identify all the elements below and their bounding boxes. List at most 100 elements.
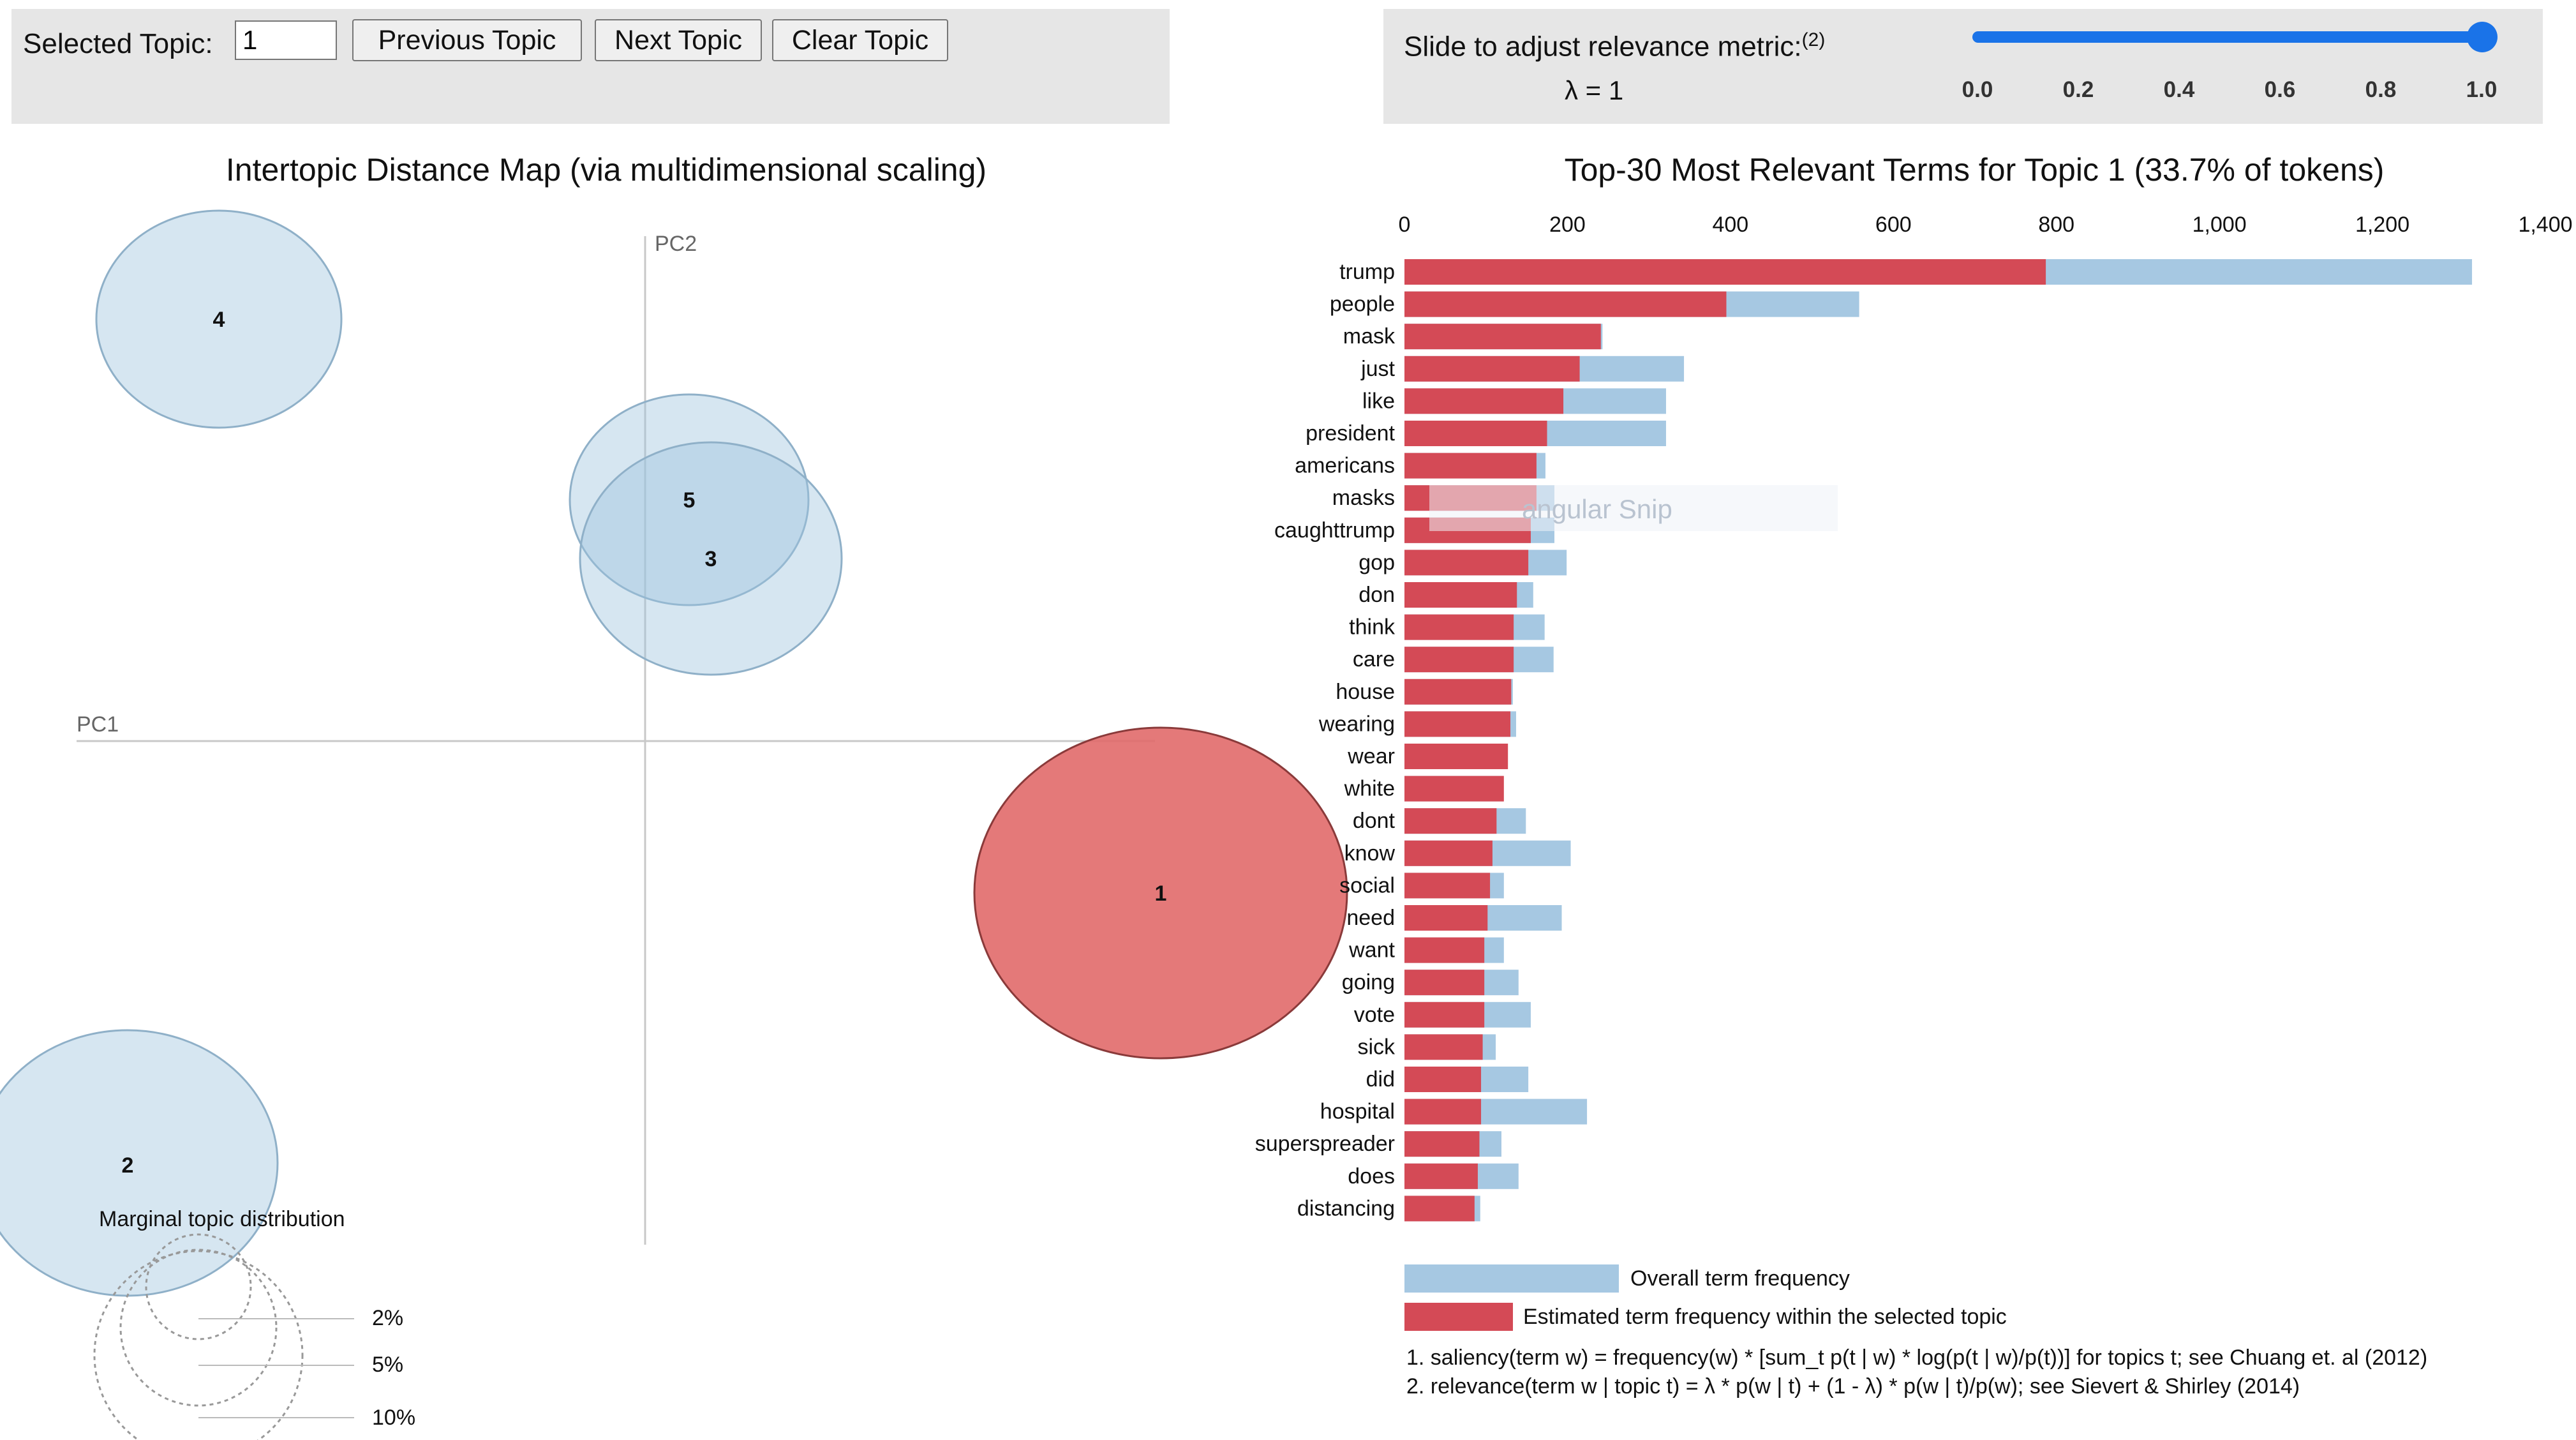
term-label[interactable]: white bbox=[1344, 777, 1395, 801]
term-row[interactable]: hospital bbox=[1320, 1099, 1588, 1125]
term-row[interactable]: trump bbox=[1339, 259, 2473, 285]
term-label[interactable]: going bbox=[1342, 970, 1395, 994]
term-row[interactable]: americans bbox=[1295, 453, 1545, 479]
term-label[interactable]: social bbox=[1339, 873, 1395, 897]
term-label[interactable]: house bbox=[1336, 680, 1395, 704]
term-label[interactable]: caughttrump bbox=[1274, 518, 1395, 543]
term-row[interactable]: need bbox=[1346, 905, 1562, 931]
term-row[interactable]: does bbox=[1348, 1163, 1519, 1189]
term-label[interactable]: masks bbox=[1332, 486, 1395, 510]
slider-tick-label: 0.6 bbox=[2265, 77, 2296, 102]
term-row[interactable]: vote bbox=[1354, 1001, 1531, 1028]
term-label[interactable]: care bbox=[1353, 647, 1395, 671]
topic-frequency-bar[interactable] bbox=[1404, 840, 1493, 866]
term-label[interactable]: distancing bbox=[1297, 1196, 1395, 1220]
term-row[interactable]: think bbox=[1349, 614, 1545, 640]
term-label[interactable]: does bbox=[1348, 1164, 1395, 1189]
term-label[interactable]: dont bbox=[1353, 809, 1396, 833]
term-label[interactable]: think bbox=[1349, 615, 1396, 640]
topic-frequency-bar[interactable] bbox=[1404, 388, 1564, 414]
topic-frequency-bar[interactable] bbox=[1404, 421, 1547, 446]
term-label[interactable]: need bbox=[1346, 906, 1395, 930]
topic-frequency-bar[interactable] bbox=[1404, 970, 1485, 996]
term-label[interactable]: sick bbox=[1357, 1035, 1396, 1059]
topic-frequency-bar[interactable] bbox=[1404, 582, 1517, 608]
topic-frequency-bar[interactable] bbox=[1404, 1099, 1482, 1125]
topic-frequency-bar[interactable] bbox=[1404, 291, 1727, 317]
term-row[interactable]: care bbox=[1353, 647, 1554, 673]
term-label[interactable]: president bbox=[1306, 421, 1395, 446]
topic-frequency-bar[interactable] bbox=[1404, 776, 1504, 802]
term-label[interactable]: did bbox=[1366, 1067, 1395, 1091]
term-row[interactable]: like bbox=[1362, 388, 1666, 414]
topic-frequency-bar[interactable] bbox=[1404, 1196, 1475, 1222]
topic-frequency-bar[interactable] bbox=[1404, 550, 1529, 576]
topic-frequency-bar[interactable] bbox=[1404, 1163, 1478, 1189]
selected-topic-input[interactable] bbox=[235, 20, 337, 60]
term-row[interactable]: want bbox=[1348, 937, 1504, 963]
topic-label-5: 5 bbox=[683, 488, 696, 513]
topic-frequency-bar[interactable] bbox=[1404, 1034, 1483, 1060]
topic-frequency-bar[interactable] bbox=[1404, 711, 1511, 737]
term-label[interactable]: want bbox=[1348, 938, 1395, 963]
term-row[interactable]: wear bbox=[1347, 744, 1508, 769]
topic-circle-3[interactable] bbox=[579, 441, 843, 676]
term-label[interactable]: like bbox=[1362, 389, 1395, 413]
topic-frequency-bar[interactable] bbox=[1404, 937, 1485, 963]
topic-frequency-bar[interactable] bbox=[1404, 453, 1537, 479]
topic-frequency-bar[interactable] bbox=[1404, 744, 1508, 769]
term-row[interactable]: know bbox=[1344, 840, 1571, 866]
previous-topic-button[interactable]: Previous Topic bbox=[352, 19, 582, 61]
topic-frequency-bar[interactable] bbox=[1404, 647, 1514, 673]
term-label[interactable]: just bbox=[1360, 357, 1395, 381]
topic-frequency-bar[interactable] bbox=[1404, 356, 1580, 382]
term-row[interactable]: dont bbox=[1353, 808, 1526, 834]
topic-frequency-bar[interactable] bbox=[1404, 1067, 1482, 1092]
term-label[interactable]: gop bbox=[1359, 550, 1395, 574]
slider-handle[interactable] bbox=[2467, 22, 2498, 52]
term-row[interactable]: did bbox=[1366, 1067, 1529, 1092]
term-label[interactable]: superspreader bbox=[1255, 1132, 1395, 1156]
topic-frequency-bar[interactable] bbox=[1404, 1001, 1485, 1028]
term-label[interactable]: trump bbox=[1339, 260, 1395, 284]
term-label[interactable]: know bbox=[1344, 841, 1396, 866]
term-row[interactable]: wearing bbox=[1318, 711, 1516, 737]
topic-frequency-bar[interactable] bbox=[1404, 614, 1514, 640]
topic-frequency-bar[interactable] bbox=[1404, 873, 1491, 899]
term-row[interactable]: don bbox=[1359, 582, 1533, 608]
term-label[interactable]: mask bbox=[1343, 324, 1396, 349]
relevance-slider[interactable]: 0.0 0.2 0.4 0.6 0.8 1.0 bbox=[1962, 22, 2498, 102]
topic-frequency-bar[interactable] bbox=[1404, 324, 1601, 350]
topic-circle-1[interactable] bbox=[973, 726, 1348, 1060]
topic-frequency-bar[interactable] bbox=[1404, 808, 1497, 834]
topic-frequency-bar[interactable] bbox=[1404, 905, 1488, 931]
term-label[interactable]: don bbox=[1359, 583, 1395, 607]
marginal-circle-5pct bbox=[119, 1249, 278, 1407]
topic-frequency-bar[interactable] bbox=[1404, 1131, 1480, 1157]
term-row[interactable]: gop bbox=[1359, 550, 1567, 576]
term-label[interactable]: americans bbox=[1295, 454, 1395, 478]
term-row[interactable]: going bbox=[1342, 970, 1519, 996]
term-row[interactable]: house bbox=[1336, 679, 1513, 705]
topic-frequency-bar[interactable] bbox=[1404, 259, 2046, 285]
clear-topic-button[interactable]: Clear Topic bbox=[772, 19, 948, 61]
term-label[interactable]: vote bbox=[1354, 1003, 1395, 1027]
term-row[interactable]: mask bbox=[1343, 324, 1603, 350]
next-topic-button[interactable]: Next Topic bbox=[595, 19, 762, 61]
topic-circle-2[interactable] bbox=[0, 1029, 279, 1297]
term-row[interactable]: just bbox=[1360, 356, 1685, 382]
lambda-value-text: λ = 1 bbox=[1565, 75, 1624, 105]
term-row[interactable]: superspreader bbox=[1255, 1131, 1501, 1157]
term-label[interactable]: wear bbox=[1347, 744, 1395, 769]
topic-circle-4[interactable] bbox=[95, 209, 343, 429]
term-row[interactable]: sick bbox=[1357, 1034, 1496, 1060]
term-row[interactable]: people bbox=[1330, 291, 1859, 317]
term-label[interactable]: hospital bbox=[1320, 1100, 1395, 1124]
term-row[interactable]: president bbox=[1306, 421, 1666, 446]
term-label[interactable]: people bbox=[1330, 292, 1395, 317]
topic-frequency-bar[interactable] bbox=[1404, 679, 1512, 705]
term-row[interactable]: distancing bbox=[1297, 1196, 1480, 1222]
term-row[interactable]: white bbox=[1344, 776, 1504, 802]
term-row[interactable]: social bbox=[1339, 873, 1504, 899]
term-label[interactable]: wearing bbox=[1318, 712, 1395, 736]
